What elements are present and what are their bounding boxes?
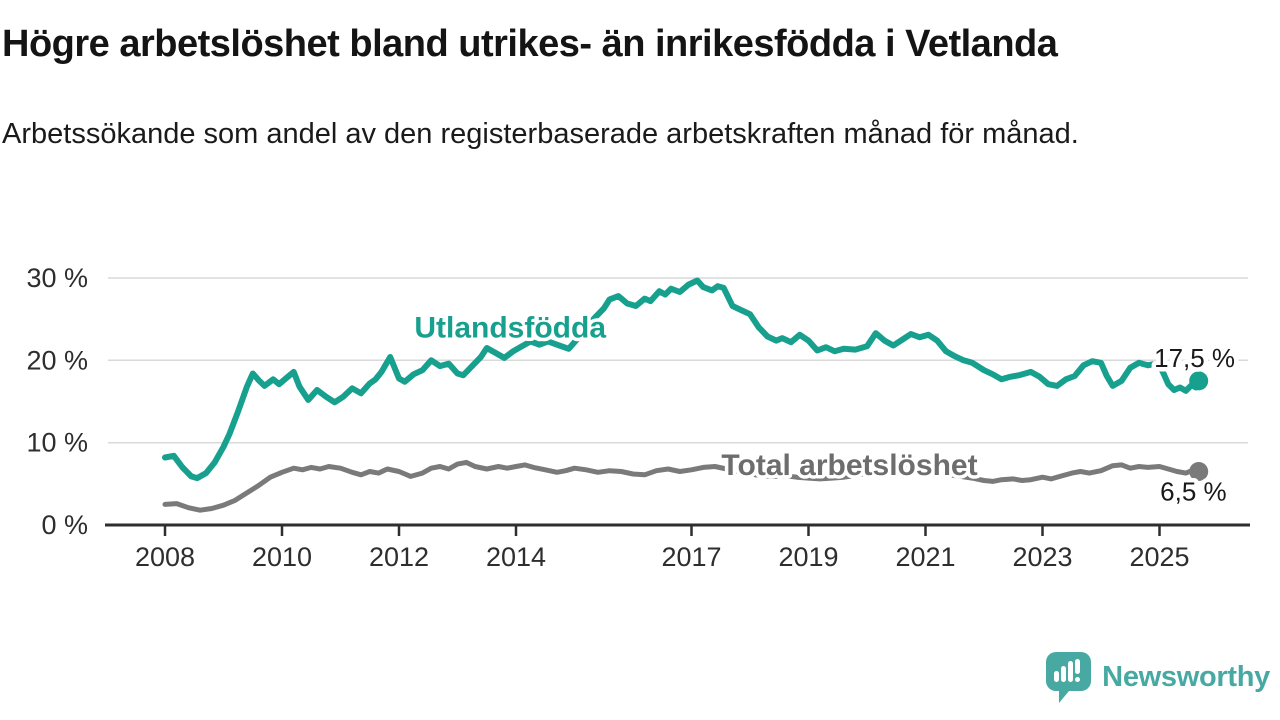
x-axis-labels: 2008 2010 2012 2014 2017 2019 2021 2023 2025 xyxy=(135,542,1190,572)
y-tick-label-10: 10 % xyxy=(26,428,88,458)
chart-title: Högre arbetslöshet bland utrikes- än inr… xyxy=(2,23,1058,65)
x-tick-label-2014: 2014 xyxy=(486,542,546,572)
total-arbetsloshet-series-label: Total arbetslöshet xyxy=(721,449,977,482)
y-axis-labels: 0 % 10 % 20 % 30 % xyxy=(26,263,88,540)
newsworthy-wordmark: Newsworthy xyxy=(1102,661,1270,693)
x-axis xyxy=(105,523,1250,536)
utlandsfodda-value-label: 17,5 % xyxy=(1154,343,1235,373)
x-tick-label-2012: 2012 xyxy=(369,542,429,572)
total-arbetsloshet-end-dot xyxy=(1189,462,1209,481)
utlandsfodda-end-dot xyxy=(1189,371,1209,391)
y-tick-label-0: 0 % xyxy=(41,510,88,540)
x-tick-label-2021: 2021 xyxy=(895,542,955,572)
newsworthy-speech-bubble-chart-icon xyxy=(1046,652,1092,703)
x-tick-label-2010: 2010 xyxy=(252,542,312,572)
total-arbetsloshet-line xyxy=(162,459,1202,513)
gridlines xyxy=(108,277,1248,444)
utlandsfodda-line xyxy=(162,277,1202,482)
y-tick-label-20: 20 % xyxy=(26,345,88,375)
x-tick-label-2017: 2017 xyxy=(661,542,721,572)
total-arbetsloshet-value-label: 6,5 % xyxy=(1160,476,1227,506)
x-tick-label-2023: 2023 xyxy=(1012,542,1072,572)
utlandsfodda-series-label: Utlandsfödda xyxy=(414,311,606,344)
newsworthy-logo: Newsworthy xyxy=(1046,651,1270,704)
x-tick-label-2019: 2019 xyxy=(778,542,838,572)
series-lines xyxy=(162,277,1209,513)
x-tick-label-2008: 2008 xyxy=(135,542,195,572)
x-tick-label-2025: 2025 xyxy=(1129,542,1189,572)
series-annotations: Total arbetslöshet 6,5 % Utlandsfödda 17,5 … xyxy=(411,308,1240,511)
y-tick-label-30: 30 % xyxy=(26,263,88,293)
chart-subtitle: Arbetssökande som andel av den registerb… xyxy=(2,118,1079,150)
